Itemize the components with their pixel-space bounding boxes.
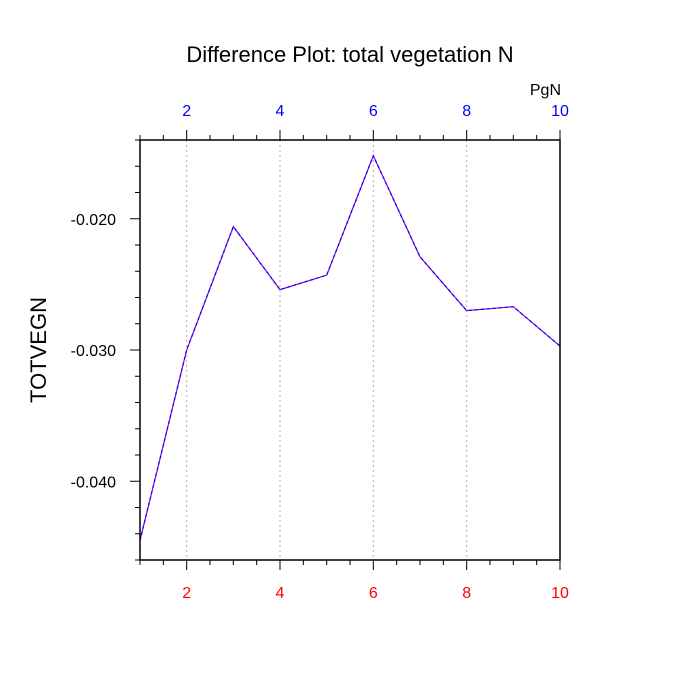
series-line xyxy=(139,154,561,541)
x-top-tick-label: 6 xyxy=(369,103,378,120)
x-tick-label: 8 xyxy=(462,585,471,602)
y-tick-label: -0.020 xyxy=(71,212,116,229)
x-tick-label: 10 xyxy=(551,585,569,602)
x-tick-label: 2 xyxy=(182,585,191,602)
tick-labels: 2 2 4 4 6 6 8 8 10 10 -0.040 -0.030 -0.020 xyxy=(71,103,569,602)
axis-ticks xyxy=(130,130,561,570)
y-axis-label: TOTVEGN xyxy=(26,297,51,403)
chart-title: Difference Plot: total vegetation N xyxy=(186,42,513,67)
x-top-tick-label: 2 xyxy=(182,103,191,120)
y-tick-label: -0.030 xyxy=(71,343,116,360)
x-top-tick-label: 8 xyxy=(462,103,471,120)
x-tick-label: 6 xyxy=(369,585,378,602)
x-top-tick-label: 10 xyxy=(551,103,569,120)
x-top-tick-label: 4 xyxy=(276,103,285,120)
x-tick-label: 4 xyxy=(276,585,285,602)
series-line-overlay xyxy=(139,154,561,541)
units-label: PgN xyxy=(530,82,561,99)
grid-lines xyxy=(186,140,468,560)
series-layer xyxy=(139,154,561,541)
plot-frame xyxy=(139,139,561,561)
y-tick-label: -0.040 xyxy=(71,474,116,491)
